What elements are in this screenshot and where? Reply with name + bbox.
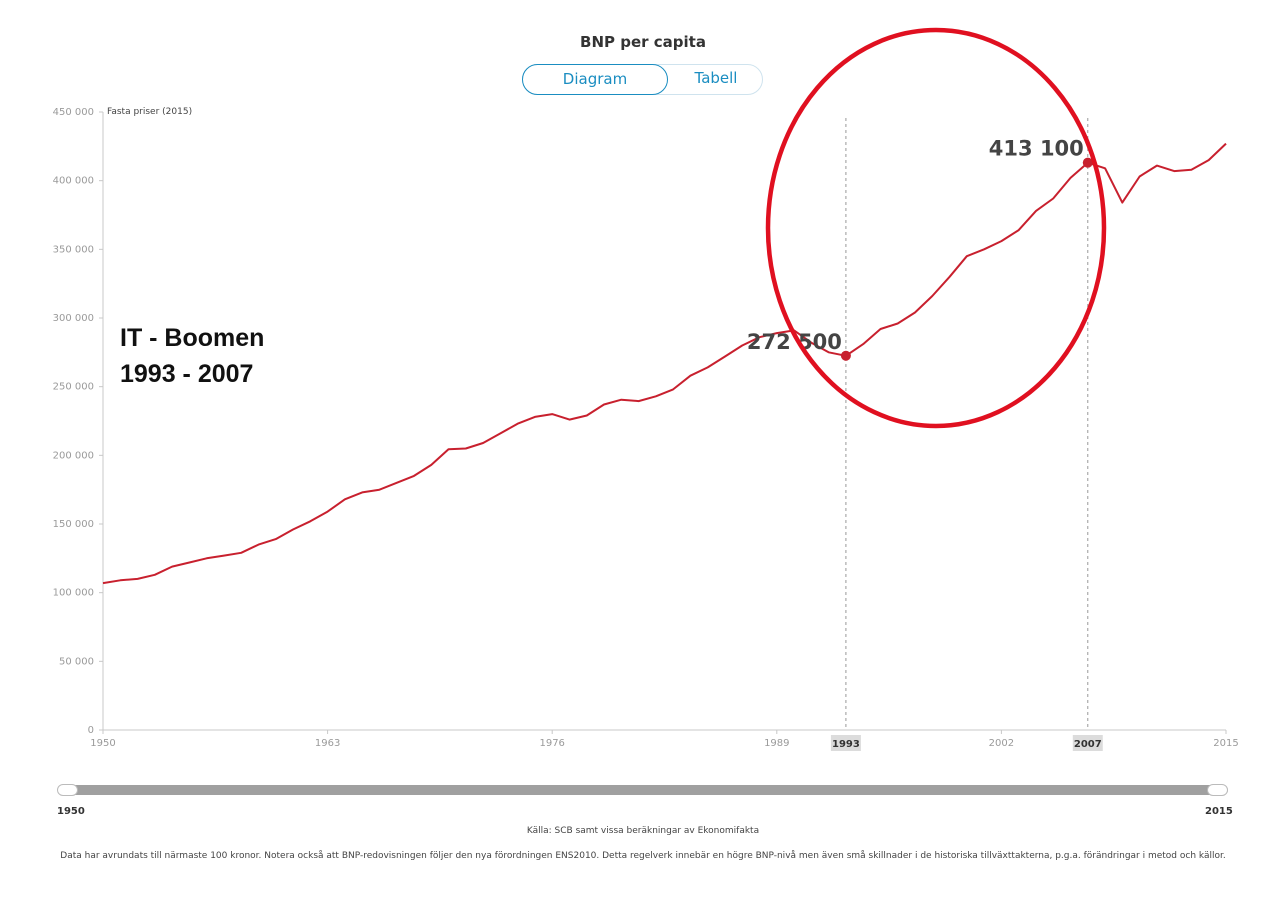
highlight-circle — [765, 27, 1107, 429]
highlight-year-label: 2007 — [1074, 739, 1102, 750]
range-slider-end-handle[interactable] — [1207, 784, 1228, 796]
y-tick-label: 200 000 — [53, 450, 94, 461]
x-tick-label: 2002 — [989, 738, 1014, 749]
y-tick-label: 250 000 — [53, 382, 94, 393]
data-point-marker[interactable] — [840, 350, 851, 361]
view-toggle: Diagram Tabell — [522, 64, 763, 95]
highlight-year-label: 1993 — [832, 739, 860, 750]
data-point-marker[interactable] — [1082, 157, 1093, 168]
y-tick-label: 400 000 — [53, 176, 94, 187]
annotation-line-1: IT - Boomen — [120, 324, 265, 352]
y-tick-label: 350 000 — [53, 244, 94, 255]
x-tick-label: 1989 — [764, 738, 789, 749]
y-tick-label: 100 000 — [53, 588, 94, 599]
x-tick-label: 1976 — [539, 738, 564, 749]
source-text: Källa: SCB samt vissa beräkningar av Eko… — [526, 826, 760, 836]
y-axis-unit-label: Fasta priser (2015) — [107, 107, 192, 117]
x-tick-label: 1950 — [90, 738, 115, 749]
footnote-text: Data har avrundats till närmaste 100 kro… — [60, 851, 1226, 861]
y-tick-label: 50 000 — [59, 656, 94, 667]
highlight-year-box — [1072, 735, 1103, 751]
chart-title: BNP per capita — [580, 33, 706, 51]
highlight-year-box — [830, 735, 861, 751]
it-boom-annotation: IT - Boomen 1993 - 2007 — [120, 320, 264, 392]
x-axis: 1950 1963 1976 1989 2002 2015 1993 2007 — [90, 118, 1239, 751]
slider-end-label: 2015 — [1205, 806, 1233, 817]
x-tick-label: 1963 — [315, 738, 340, 749]
series-line — [102, 142, 1227, 585]
data-point-label: 413 100 — [989, 137, 1084, 161]
range-slider-track[interactable] — [58, 785, 1228, 795]
y-tick-label: 300 000 — [53, 313, 94, 324]
slider-start-label: 1950 — [57, 806, 85, 817]
y-tick-label: 150 000 — [53, 519, 94, 530]
y-tick-label: 0 — [88, 725, 94, 736]
series-group — [102, 142, 1227, 585]
annotation-line-2: 1993 - 2007 — [120, 360, 254, 388]
tab-diagram[interactable]: Diagram — [522, 64, 668, 95]
range-slider-start-handle[interactable] — [57, 784, 78, 796]
tab-tabell[interactable]: Tabell — [694, 69, 738, 87]
line-chart: 0 50 000 100 000 150 000 200 000 250 000 300 0… — [53, 27, 1239, 751]
x-tick-label: 2015 — [1213, 738, 1238, 749]
y-tick-label: 450 000 — [53, 107, 94, 118]
y-axis: 0 50 000 100 000 150 000 200 000 250 000 300 0… — [53, 107, 104, 736]
